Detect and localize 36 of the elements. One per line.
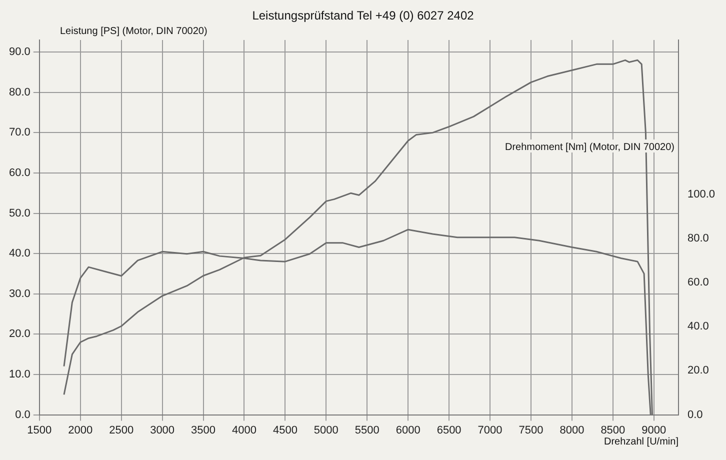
x-tick-label: 7500 [518, 424, 544, 436]
y-tick-label: 40.0 [8, 248, 30, 260]
y-tick-label: 0.0 [15, 408, 30, 421]
x-tick-label: 3000 [150, 424, 175, 436]
x-tick-label: 8000 [560, 424, 584, 436]
x-tick-label: 5500 [354, 424, 380, 436]
x-tick-label: 6000 [396, 424, 420, 436]
x-tick-label: 7000 [478, 424, 502, 436]
y-tick-label: 20.0 [8, 328, 30, 340]
y2-tick-label: 60.0 [687, 276, 709, 289]
x-tick-label: 5000 [314, 424, 338, 436]
x-tick-label: 3500 [191, 424, 216, 436]
x-tick-label: 4000 [232, 424, 256, 436]
x-tick-label: 6500 [436, 424, 462, 436]
y2-tick-label: 80.0 [687, 232, 709, 244]
x-axis-title: Drehzahl [U/min] [604, 436, 679, 448]
x-tick-label: 8500 [600, 424, 626, 436]
y-tick-label: 70.0 [8, 126, 30, 139]
x-tick-label: 9000 [642, 424, 666, 436]
y-tick-label: 80.0 [8, 86, 30, 98]
x-tick-label: 1500 [27, 424, 52, 436]
x-tick-label: 2500 [109, 424, 134, 436]
y2-tick-label: 20.0 [687, 364, 709, 377]
y2-tick-label: 100.0 [687, 188, 716, 200]
y-tick-label: 60.0 [8, 167, 30, 180]
x-tick-label: 2000 [68, 424, 93, 436]
chart-title: Leistungsprüfstand Tel +49 (0) 6027 2402 [252, 8, 474, 22]
y2-tick-label: 0.0 [687, 408, 703, 421]
y-tick-label: 50.0 [8, 207, 30, 220]
y2-axis-title: Drehmoment [Nm] (Motor, DIN 70020) [504, 142, 674, 154]
y-tick-label: 10.0 [8, 368, 30, 381]
y-tick-label: 90.0 [8, 46, 30, 58]
x-tick-label: 4500 [272, 424, 298, 436]
y-axis-title: Leistung [PS] (Motor, DIN 70020) [60, 26, 208, 37]
y2-tick-label: 40.0 [687, 320, 709, 333]
y-tick-label: 30.0 [8, 288, 30, 300]
